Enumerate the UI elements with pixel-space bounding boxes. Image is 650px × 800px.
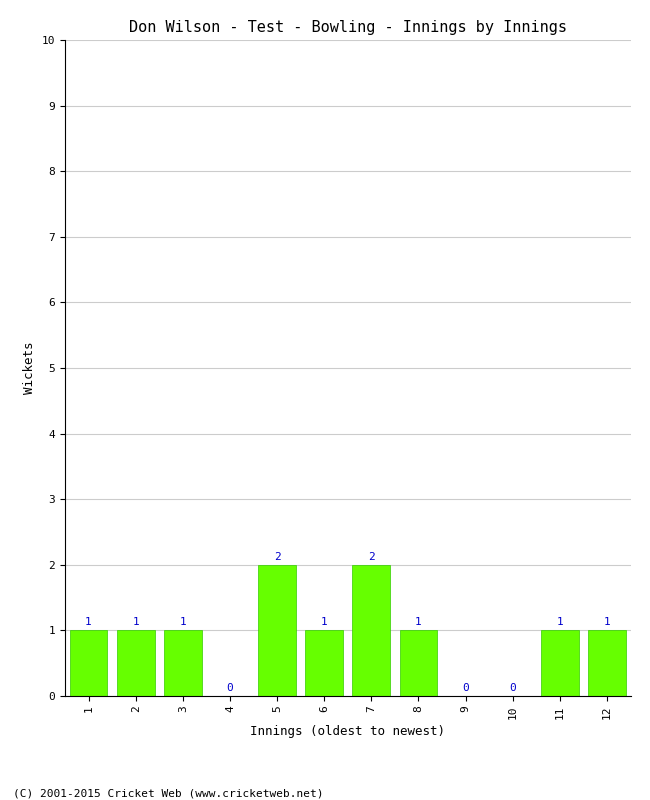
Text: 0: 0: [462, 682, 469, 693]
Bar: [70, 630, 107, 696]
Bar: [117, 630, 155, 696]
Bar: [541, 630, 578, 696]
Text: 2: 2: [274, 551, 280, 562]
Bar: [352, 565, 390, 696]
Text: 1: 1: [85, 617, 92, 627]
Text: 0: 0: [227, 682, 233, 693]
Text: 2: 2: [368, 551, 374, 562]
Bar: [258, 565, 296, 696]
Bar: [306, 630, 343, 696]
Bar: [588, 630, 626, 696]
Text: 1: 1: [179, 617, 186, 627]
Text: 1: 1: [604, 617, 610, 627]
Text: 1: 1: [133, 617, 139, 627]
Text: 1: 1: [321, 617, 328, 627]
Title: Don Wilson - Test - Bowling - Innings by Innings: Don Wilson - Test - Bowling - Innings by…: [129, 20, 567, 34]
Text: 0: 0: [510, 682, 516, 693]
Text: 1: 1: [556, 617, 563, 627]
Text: 1: 1: [415, 617, 422, 627]
Bar: [400, 630, 437, 696]
Y-axis label: Wickets: Wickets: [23, 342, 36, 394]
X-axis label: Innings (oldest to newest): Innings (oldest to newest): [250, 725, 445, 738]
Bar: [164, 630, 202, 696]
Text: (C) 2001-2015 Cricket Web (www.cricketweb.net): (C) 2001-2015 Cricket Web (www.cricketwe…: [13, 788, 324, 798]
